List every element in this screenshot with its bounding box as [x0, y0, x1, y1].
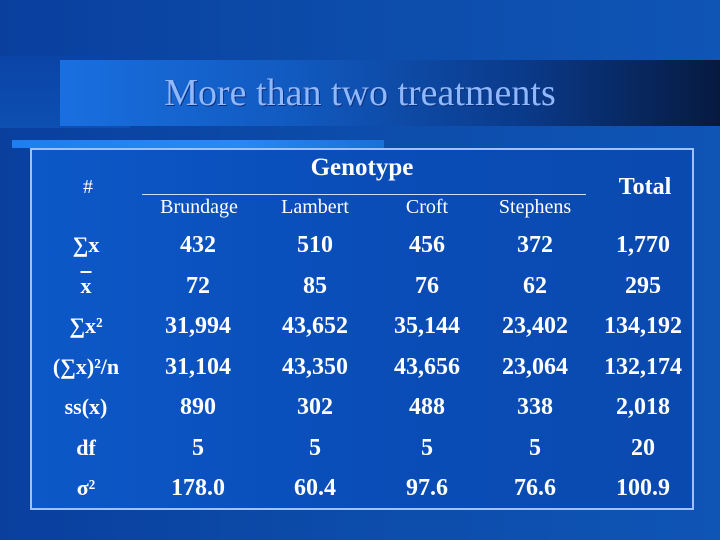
table-cell: 456	[409, 232, 445, 258]
row-label-sum-x-squared: ∑x²	[69, 313, 103, 338]
table-cell: 432	[180, 232, 216, 258]
table-cell: 62	[523, 272, 547, 299]
genotype-header-rule	[142, 194, 586, 195]
table-cell: 43,350	[282, 353, 348, 380]
table-cell: 35,144	[394, 313, 460, 339]
table-cell: 5	[309, 434, 321, 461]
table-cell: 5	[421, 434, 433, 461]
table-cell: 5	[192, 434, 204, 461]
table-cell: 1,770	[616, 232, 670, 258]
row-label-variance: σ²	[76, 475, 96, 500]
row-label-sum-x: ∑x	[72, 232, 100, 257]
table-cell: 31,994	[165, 313, 231, 339]
table-cell: 60.4	[294, 475, 336, 501]
table-cell: 76.6	[514, 475, 556, 501]
table-cell: 85	[303, 272, 327, 299]
slide-title: More than two treatments	[164, 72, 556, 114]
table-cell: 76	[415, 272, 439, 299]
title-underline-rule	[12, 140, 384, 148]
table-cell: 134,192	[604, 313, 682, 339]
table-cell: 43,652	[282, 313, 348, 339]
table-cell: 372	[517, 232, 553, 258]
corner-label: #	[83, 176, 93, 198]
table-cell: 100.9	[616, 475, 670, 501]
table-cell: 488	[409, 394, 445, 420]
table-cell: 132,174	[604, 353, 682, 380]
table-cell: 338	[517, 394, 553, 420]
table-cell: 2,018	[616, 394, 670, 420]
column-header-croft: Croft	[405, 196, 449, 218]
table-cell: 31,104	[165, 353, 231, 380]
table-cell: 178.0	[171, 475, 225, 501]
column-header-brundage: Brundage	[160, 196, 238, 218]
table-cell: 72	[186, 272, 210, 299]
table-cell: 97.6	[406, 475, 448, 501]
title-banner	[60, 60, 720, 126]
row-label-df: df	[76, 434, 96, 460]
column-header-lambert: Lambert	[281, 196, 349, 218]
table-cell: 43,656	[394, 353, 460, 380]
table-cell: 23,402	[502, 313, 568, 339]
genotype-header: Genotype	[310, 154, 414, 181]
table-cell: 302	[297, 394, 333, 420]
row-label-sum-squared-over-n: (∑x)²/n	[52, 353, 120, 379]
row-label-mean-x: x	[80, 272, 92, 298]
row-label-ss-x: ss(x)	[64, 394, 108, 419]
table-cell: 295	[625, 272, 661, 299]
table-cell: 5	[529, 434, 541, 461]
table-cell: 510	[297, 232, 333, 258]
data-table: # Genotype Total Brundage Lambert Croft …	[30, 148, 694, 510]
table-cell: 890	[180, 394, 216, 420]
column-header-stephens: Stephens	[498, 196, 572, 218]
table-cell: 20	[631, 434, 655, 461]
table-cell: 23,064	[502, 353, 568, 380]
total-header: Total	[618, 174, 672, 200]
